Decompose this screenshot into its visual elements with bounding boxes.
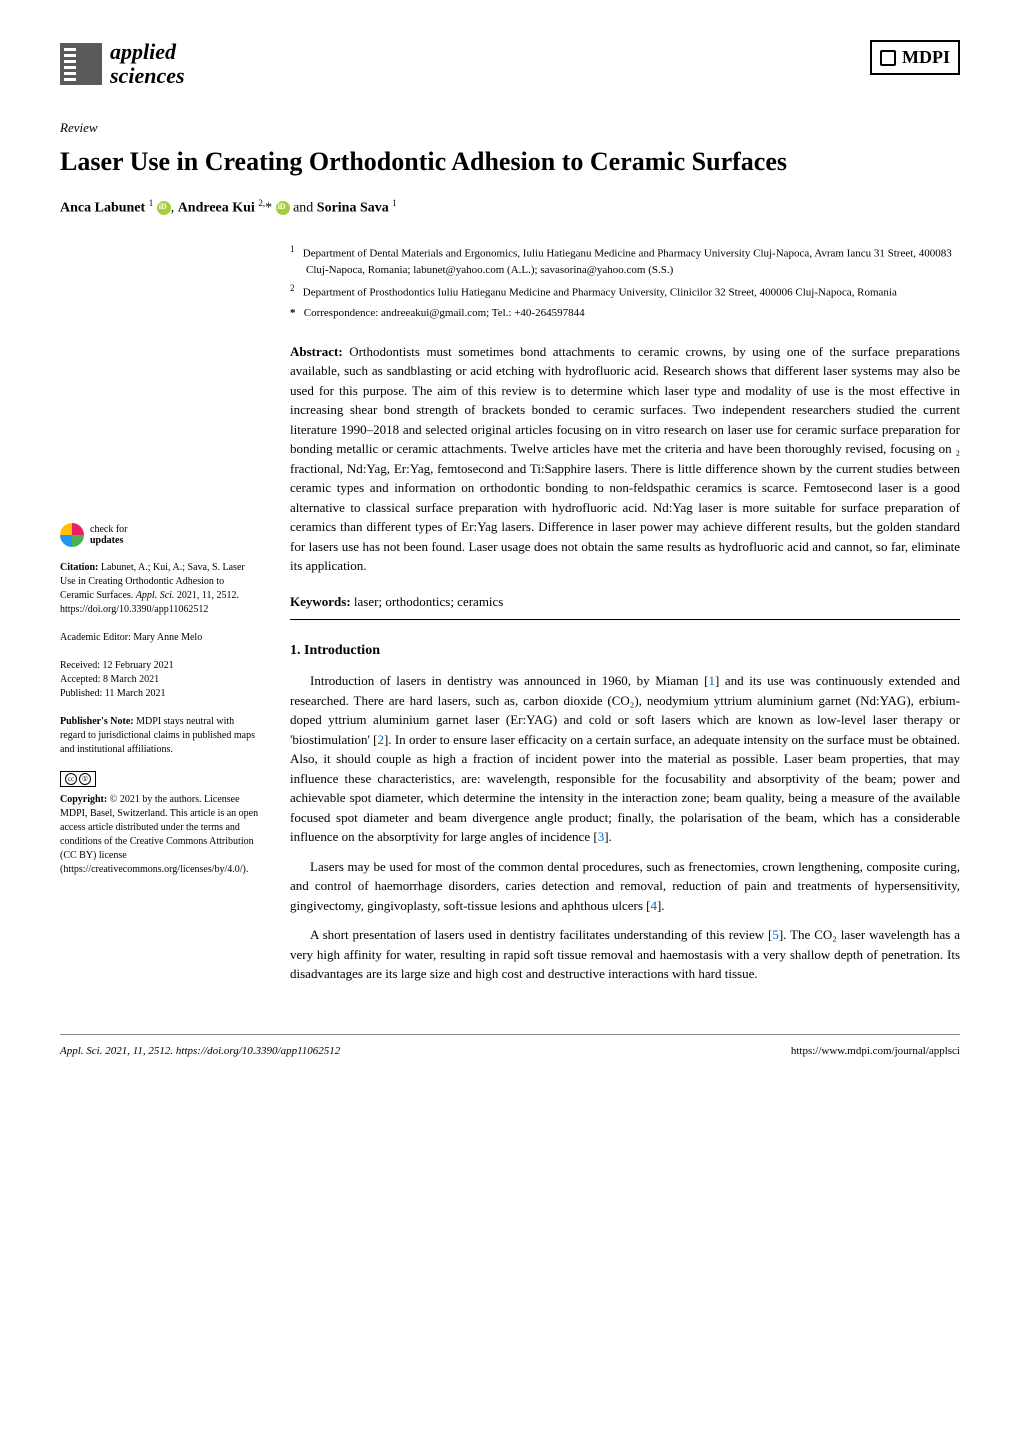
aff2-text: Department of Prosthodontics Iuliu Hatie… (303, 287, 897, 299)
main-two-column: check for updates Citation: Labunet, A.;… (60, 243, 960, 994)
author-3-sup: 1 (392, 198, 397, 208)
keywords-block: Keywords: laser; orthodontics; ceramics (290, 592, 960, 612)
received-date: Received: 12 February 2021 (60, 659, 260, 673)
left-sidebar: check for updates Citation: Labunet, A.;… (60, 243, 260, 994)
authors-line: Anca Labunet 1 , Andreea Kui 2,* and Sor… (60, 197, 960, 219)
orcid-icon (276, 201, 290, 215)
article-type: Review (60, 118, 960, 138)
authors-and: and (293, 201, 317, 216)
by-circle-icon: ① (79, 773, 91, 785)
editor-block: Academic Editor: Mary Anne Melo (60, 631, 260, 645)
publisher-note-block: Publisher's Note: MDPI stays neutral wit… (60, 715, 260, 757)
published-date: Published: 11 March 2021 (60, 687, 260, 701)
cc-circle-icon: cc (65, 773, 77, 785)
citation-block: Citation: Labunet, A.; Kui, A.; Sava, S.… (60, 561, 260, 617)
editor-name: Mary Anne Melo (133, 632, 202, 643)
citation-journal: Appl. Sci. (136, 590, 175, 601)
orcid-icon (157, 201, 171, 215)
mdpi-icon (880, 50, 896, 66)
citation-label: Citation: (60, 562, 98, 573)
journal-name-line1: applied (110, 40, 185, 64)
p1a: Introduction of lasers in dentistry was … (310, 673, 708, 688)
author-1: Anca Labunet (60, 201, 145, 216)
abstract-text: Orthodontists must sometimes bond attach… (290, 344, 960, 574)
corr-text: Correspondence: andreeakui@gmail.com; Te… (304, 307, 585, 319)
page-footer: Appl. Sci. 2021, 11, 2512. https://doi.o… (60, 1034, 960, 1060)
main-content: 1 Department of Dental Materials and Erg… (290, 243, 960, 994)
abstract-label: Abstract: (290, 344, 343, 359)
p2a: Lasers may be used for most of the commo… (290, 859, 960, 913)
publisher-logo: MDPI (870, 40, 960, 75)
aff1-text: Department of Dental Materials and Ergon… (303, 247, 952, 276)
footer-left: Appl. Sci. 2021, 11, 2512. https://doi.o… (60, 1043, 340, 1060)
journal-name-line2: sciences (110, 64, 185, 88)
check-line1: check for (90, 524, 127, 535)
author-1-sup: 1 (149, 198, 154, 208)
section-divider (290, 619, 960, 620)
keywords-label: Keywords: (290, 594, 351, 609)
journal-logo: applied sciences (60, 40, 185, 88)
corr-sym: * (290, 307, 296, 319)
aff1-num: 1 (290, 244, 295, 254)
author-3: Sorina Sava (317, 201, 389, 216)
cc-badge: cc ① (60, 771, 96, 787)
section-1-heading: 1. Introduction (290, 640, 960, 661)
intro-para-2: Lasers may be used for most of the commo… (290, 857, 960, 916)
editor-label: Academic Editor: (60, 632, 133, 643)
check-updates-widget[interactable]: check for updates (60, 523, 260, 547)
aff2-num: 2 (290, 283, 295, 293)
accepted-date: Accepted: 8 March 2021 (60, 673, 260, 687)
p3a: A short presentation of lasers used in d… (310, 927, 772, 942)
cc-text: © 2021 by the authors. Licensee MDPI, Ba… (60, 794, 258, 875)
cc-icons: cc ① (60, 771, 260, 787)
check-updates-icon (60, 523, 84, 547)
keywords-text: laser; orthodontics; ceramics (351, 594, 504, 609)
author-2: Andreea Kui (178, 201, 255, 216)
p2b: ]. (657, 898, 665, 913)
corresponding-star: * (265, 201, 272, 216)
cc-label: Copyright: (60, 794, 107, 805)
check-line2: updates (90, 535, 123, 546)
intro-para-1: Introduction of lasers in dentistry was … (290, 671, 960, 847)
abstract-block: Abstract: Orthodontists must sometimes b… (290, 342, 960, 576)
affiliation-1: 1 Department of Dental Materials and Erg… (306, 243, 960, 279)
dates-block: Received: 12 February 2021 Accepted: 8 M… (60, 659, 260, 701)
page-header: applied sciences MDPI (60, 40, 960, 88)
copyright-block: cc ① Copyright: © 2021 by the authors. L… (60, 771, 260, 877)
journal-logo-icon (60, 43, 102, 85)
footer-right[interactable]: https://www.mdpi.com/journal/applsci (791, 1043, 960, 1060)
affiliation-2: 2 Department of Prosthodontics Iuliu Hat… (306, 282, 960, 301)
article-title: Laser Use in Creating Orthodontic Adhesi… (60, 142, 960, 181)
p1d: ]. (604, 829, 612, 844)
affiliations-block: 1 Department of Dental Materials and Erg… (290, 243, 960, 322)
footer-journal-info: Appl. Sci. 2021, 11, 2512. https://doi.o… (60, 1045, 340, 1057)
intro-para-3: A short presentation of lasers used in d… (290, 925, 960, 984)
publisher-name: MDPI (902, 44, 950, 71)
pubnote-label: Publisher's Note: (60, 716, 134, 727)
correspondence: * Correspondence: andreeakui@gmail.com; … (306, 305, 960, 322)
check-updates-text: check for updates (90, 524, 127, 546)
p1c: ]. In order to ensure laser efficacity o… (290, 732, 960, 845)
journal-logo-text: applied sciences (110, 40, 185, 88)
